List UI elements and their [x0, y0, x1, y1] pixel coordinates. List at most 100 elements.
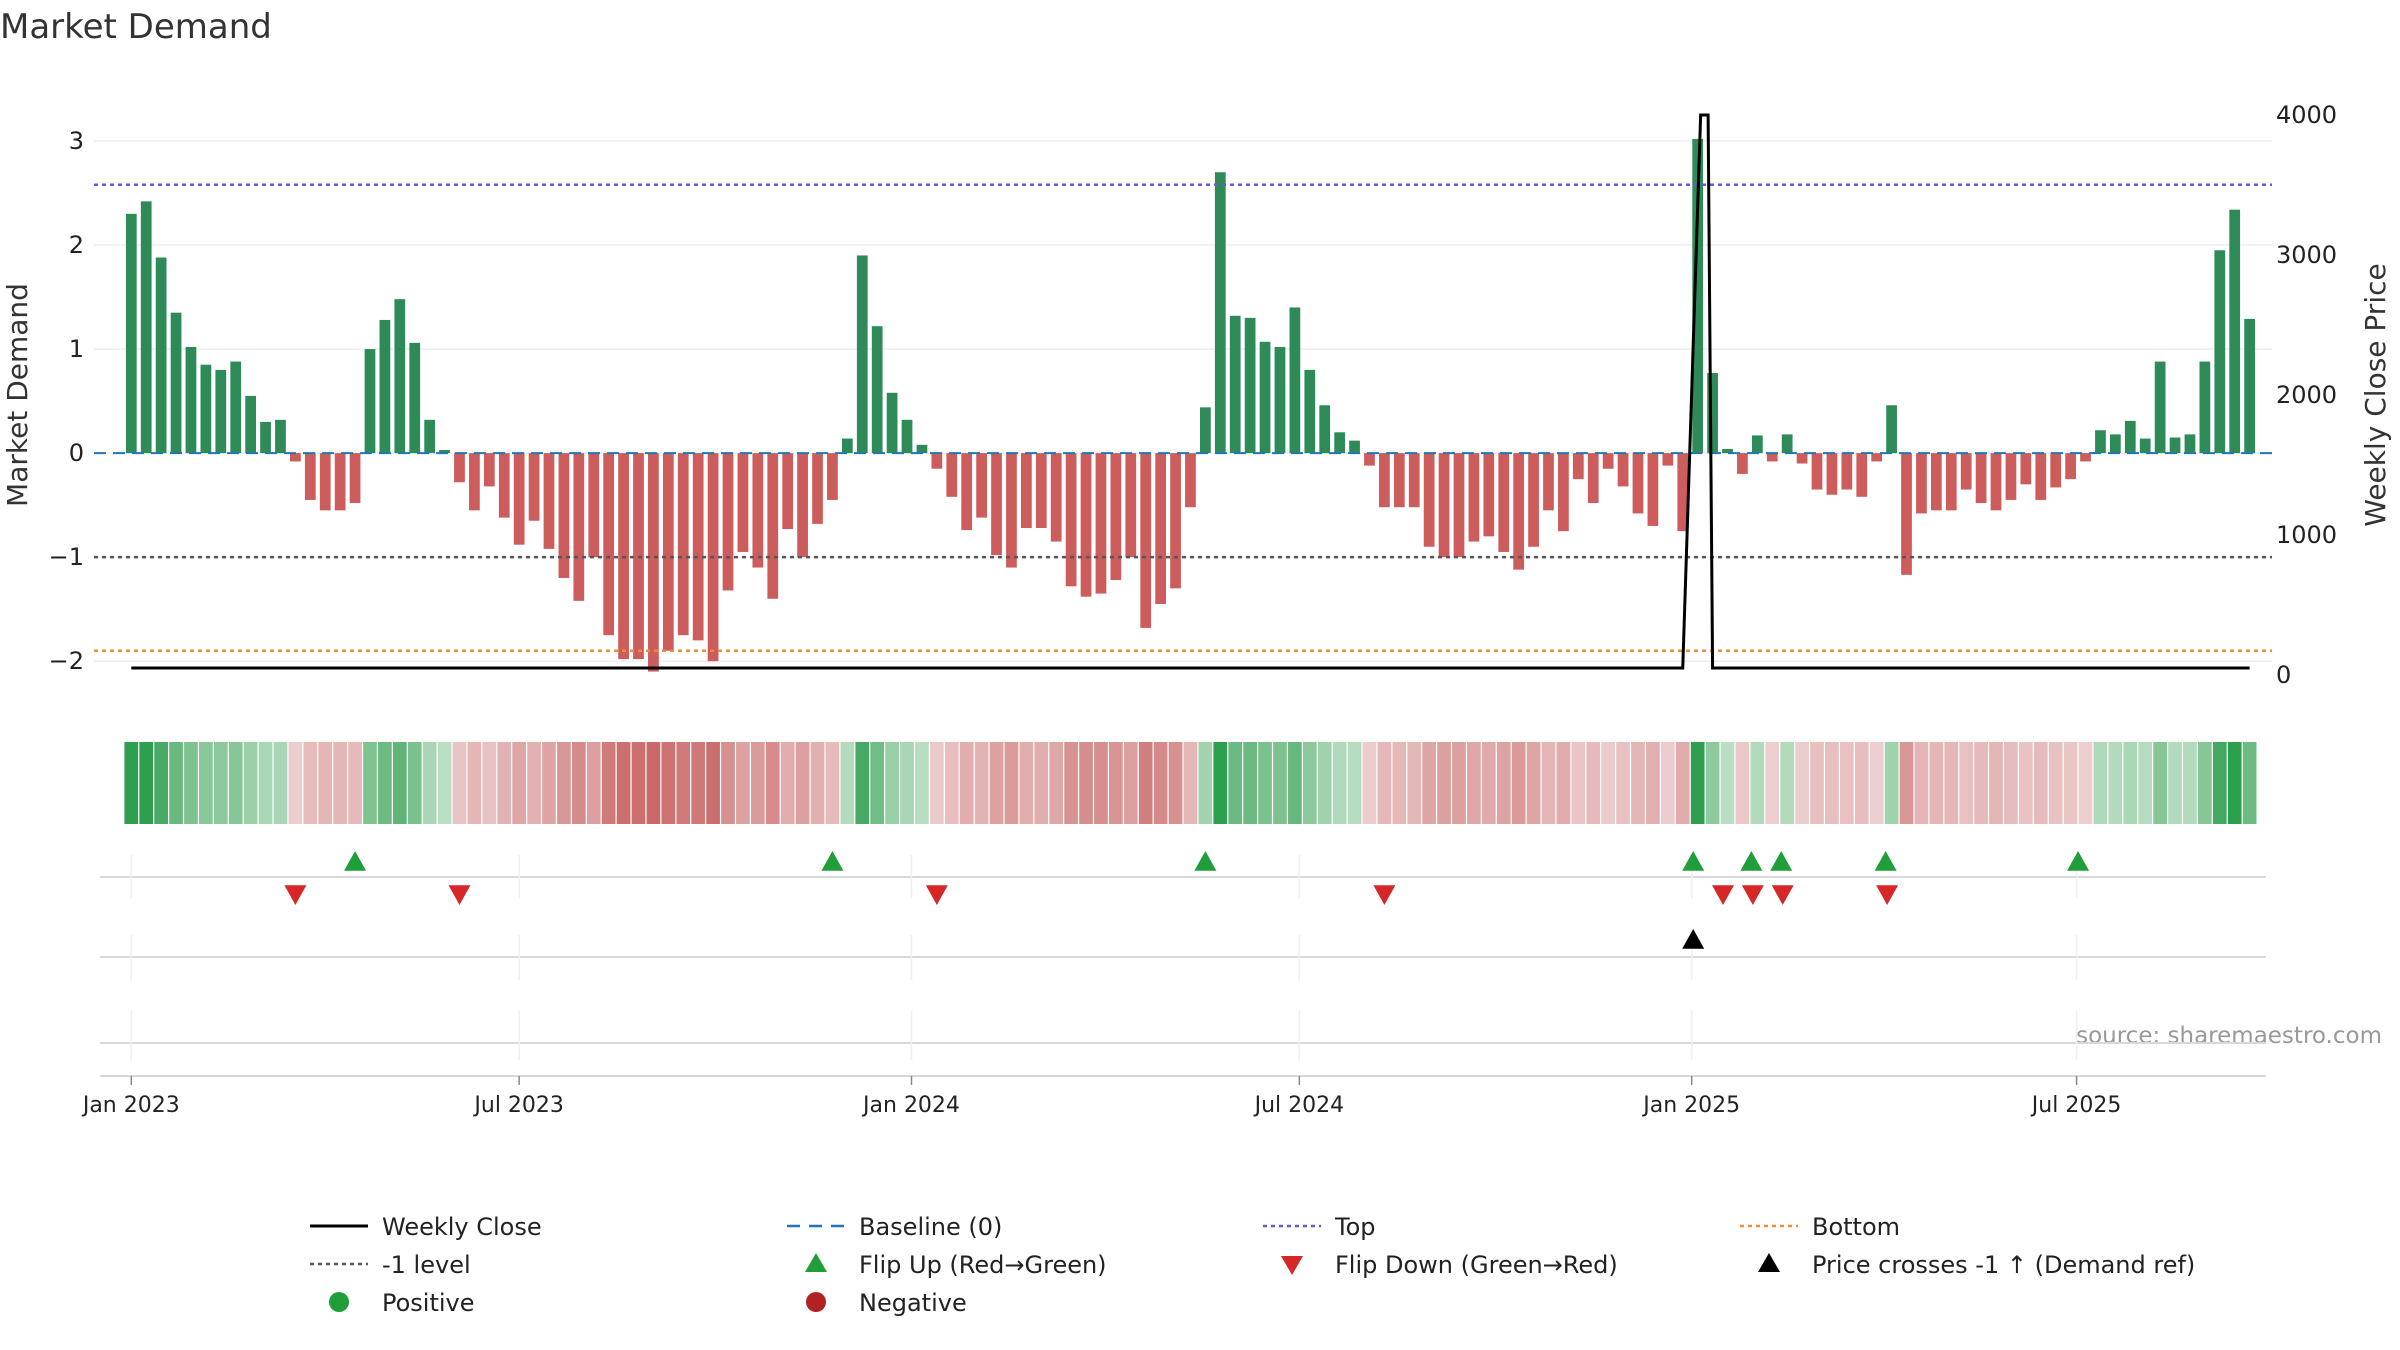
- demand-bar: [1095, 453, 1107, 594]
- heat-cell: [1511, 742, 1526, 824]
- heat-cell: [571, 742, 586, 824]
- y2-tick-label: 0: [2276, 661, 2291, 689]
- demand-bar: [155, 257, 167, 454]
- flip-down-marker: [1741, 885, 1764, 905]
- flip-up-marker: [1740, 851, 1763, 871]
- demand-bar: [1125, 453, 1137, 558]
- heat-cell: [900, 742, 914, 824]
- heat-cell: [676, 742, 691, 824]
- demand-bar: [797, 453, 808, 558]
- heat-cell: [1571, 742, 1586, 824]
- demand-bar: [1334, 432, 1346, 454]
- heat-cell: [1810, 742, 1824, 824]
- heat-cell: [765, 742, 780, 824]
- demand-bar: [1065, 453, 1077, 587]
- demand-bar: [543, 453, 555, 549]
- flip-up-marker: [1682, 851, 1705, 871]
- demand-bar: [215, 369, 227, 454]
- demand-bar: [483, 453, 495, 487]
- demand-bar: [1393, 453, 1405, 508]
- heat-cell: [1452, 742, 1466, 824]
- heat-cell: [557, 742, 571, 824]
- heat-cell: [2048, 742, 2063, 824]
- heat-cell: [1929, 742, 1944, 824]
- heat-cell: [437, 742, 452, 824]
- heat-cell: [392, 742, 407, 824]
- flip-down-marker: [448, 885, 471, 905]
- legend-flipdown-swatch: [1281, 1256, 1303, 1275]
- demand-bar: [991, 453, 1002, 556]
- heat-cell: [1094, 742, 1108, 824]
- heat-cell: [1332, 742, 1347, 824]
- heat-cell: [661, 742, 676, 824]
- heat-cell: [1392, 742, 1407, 824]
- demand-bar: [976, 453, 987, 518]
- heat-cell: [974, 742, 989, 824]
- flip-down-marker: [1876, 885, 1899, 905]
- heat-cell: [1854, 742, 1869, 824]
- heat-cell: [840, 742, 855, 824]
- heat-strip: [124, 742, 2257, 824]
- heat-cell: [944, 742, 959, 824]
- heat-cell: [1586, 742, 1601, 824]
- flip-down-marker: [1771, 885, 1794, 905]
- y-tick-label: 0: [69, 439, 84, 467]
- heat-cell: [378, 742, 392, 824]
- demand-bar: [1751, 435, 1763, 454]
- y-tick-label: 2: [69, 231, 84, 259]
- demand-bar: [1617, 453, 1629, 487]
- demand-bar: [2139, 438, 2151, 454]
- demand-bar: [424, 419, 436, 454]
- demand-bar: [2214, 250, 2226, 454]
- heat-cell: [422, 742, 437, 824]
- demand-bar: [528, 453, 540, 521]
- heat-cell: [1660, 742, 1675, 824]
- demand-bar: [2109, 434, 2121, 454]
- heat-cell: [1974, 742, 1988, 824]
- demand-bar: [1214, 172, 1226, 454]
- heat-cell: [512, 742, 527, 824]
- demand-bar: [2184, 434, 2196, 454]
- demand-bar: [513, 453, 525, 545]
- demand-bar: [1379, 453, 1390, 508]
- heat-cell: [810, 742, 825, 824]
- x-tick-label: Jul 2025: [2030, 1093, 2122, 1118]
- demand-bar: [1871, 453, 1883, 462]
- demand-bar: [2229, 209, 2241, 454]
- heat-cell: [542, 742, 556, 824]
- demand-bar: [185, 347, 197, 454]
- demand-bar: [245, 395, 257, 454]
- heat-cell: [1795, 742, 1809, 824]
- heat-cell: [1183, 742, 1198, 824]
- weekly-close-series: [131, 113, 2250, 670]
- demand-bar: [2005, 453, 2017, 500]
- heat-cell: [616, 742, 631, 824]
- demand-bar: [1662, 453, 1674, 466]
- demand-bar: [2154, 361, 2166, 454]
- demand-bar: [1319, 405, 1331, 454]
- demand-bar: [454, 453, 465, 483]
- heat-cell: [333, 742, 348, 824]
- demand-bar: [1035, 453, 1047, 529]
- heat-cell: [1079, 742, 1093, 824]
- heat-cell: [780, 742, 795, 824]
- demand-bar: [1453, 453, 1465, 558]
- heat-cell: [1347, 742, 1362, 824]
- demand-bar: [2035, 453, 2047, 500]
- heat-cell: [929, 742, 944, 824]
- demand-bar: [2095, 430, 2106, 454]
- heat-cell: [2033, 742, 2048, 824]
- demand-bar: [2020, 453, 2032, 485]
- heat-cell: [2153, 742, 2167, 824]
- y2-tick-label: 4000: [2276, 101, 2337, 129]
- heat-cell: [1422, 742, 1437, 824]
- heat-cell: [885, 742, 899, 824]
- demand-bar: [1856, 453, 1868, 497]
- heat-cell: [303, 742, 318, 824]
- demand-bar: [1423, 453, 1435, 547]
- y2-tick-label: 3000: [2276, 241, 2337, 269]
- heat-cell: [915, 742, 929, 824]
- demand-bar: [1707, 373, 1718, 454]
- demand-bar: [1766, 453, 1778, 462]
- heat-cell: [348, 742, 362, 824]
